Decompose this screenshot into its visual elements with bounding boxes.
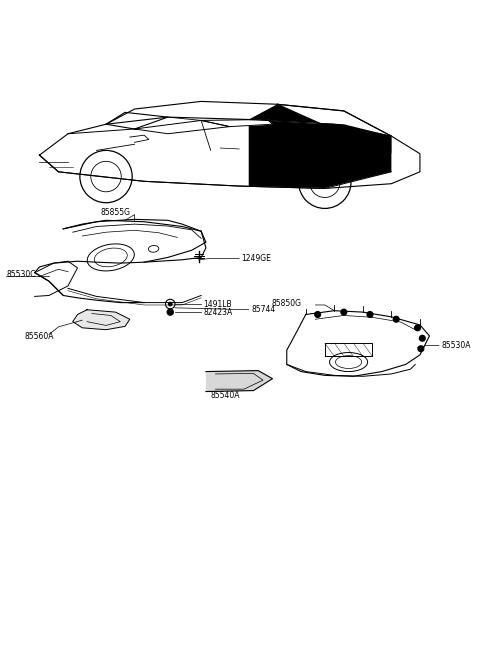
Text: 85850G: 85850G xyxy=(271,299,301,308)
Polygon shape xyxy=(134,121,230,133)
Polygon shape xyxy=(106,112,168,129)
Polygon shape xyxy=(249,119,391,188)
Polygon shape xyxy=(201,119,273,126)
Text: 85530A: 85530A xyxy=(441,341,471,350)
Circle shape xyxy=(167,309,174,316)
Text: 85855G: 85855G xyxy=(100,208,131,217)
Circle shape xyxy=(315,312,321,318)
Circle shape xyxy=(418,346,424,352)
Text: 82423A: 82423A xyxy=(204,308,233,317)
Circle shape xyxy=(341,309,347,315)
Text: 85744: 85744 xyxy=(251,305,276,314)
Circle shape xyxy=(415,325,420,330)
Text: 1249GE: 1249GE xyxy=(241,254,272,263)
Polygon shape xyxy=(249,104,391,154)
Text: 85540A: 85540A xyxy=(210,391,240,400)
Circle shape xyxy=(420,336,425,341)
Text: 85560A: 85560A xyxy=(24,332,54,341)
Circle shape xyxy=(367,312,373,318)
Text: 1491LB: 1491LB xyxy=(204,299,232,308)
Circle shape xyxy=(393,316,399,322)
Polygon shape xyxy=(206,371,273,391)
Circle shape xyxy=(166,299,175,309)
Polygon shape xyxy=(73,310,130,330)
Text: 85530C: 85530C xyxy=(6,270,36,279)
Circle shape xyxy=(168,302,173,307)
Polygon shape xyxy=(277,104,391,136)
